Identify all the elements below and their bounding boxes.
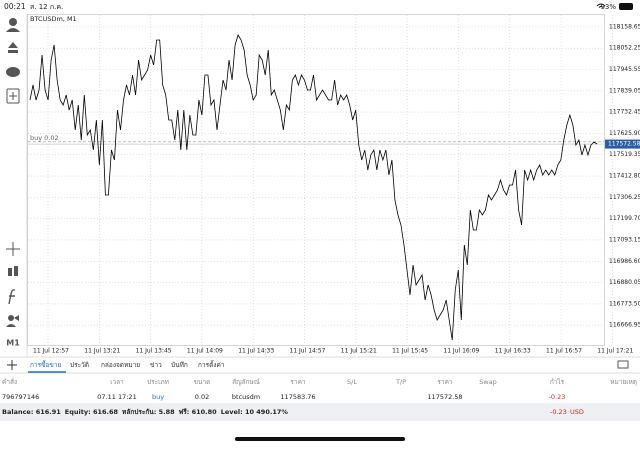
- candle-icon-2: [14, 266, 18, 276]
- y-tick-label: 117306.25: [609, 194, 640, 201]
- x-tick-label: 11 Jul 13:21: [84, 348, 120, 355]
- cell: 117583.76: [280, 393, 315, 401]
- y-tick-label: 118158.65: [609, 23, 640, 30]
- account-currency: USD: [570, 408, 584, 416]
- x-tick-label: 11 Jul 12:57: [33, 348, 69, 355]
- column-header: คำสั่ง: [2, 377, 17, 386]
- x-tick-label: 11 Jul 16:33: [495, 348, 531, 355]
- chat-icon[interactable]: [6, 67, 20, 77]
- tab[interactable]: กล่องจดหมาย: [101, 361, 140, 369]
- column-header: T/P: [395, 378, 406, 386]
- account-item: ฟรี: 610.80: [179, 408, 218, 416]
- y-tick-label: 116986.60: [609, 258, 640, 265]
- cell: buy: [152, 393, 164, 401]
- objects-icon[interactable]: [8, 315, 14, 321]
- account-item: Balance: 616.91: [2, 408, 61, 416]
- x-tick-label: 11 Jul 16:09: [443, 348, 479, 355]
- balance-bar: [0, 403, 640, 421]
- cell: -0.23: [549, 393, 566, 401]
- cell: 796797146: [2, 393, 39, 401]
- account-profit: -0.23: [550, 408, 567, 416]
- y-tick-label: 116773.50: [609, 300, 640, 307]
- column-header: เวลา: [110, 378, 124, 386]
- plot-frame: [27, 14, 605, 346]
- y-tick-label: 117412.80: [609, 173, 640, 180]
- column-header: ขนาด: [194, 378, 211, 386]
- tab[interactable]: ข่าว: [150, 361, 162, 369]
- x-tick-label: 11 Jul 14:33: [238, 348, 274, 355]
- x-tick-label: 11 Jul 14:57: [290, 348, 326, 355]
- y-tick-label: 117732.45: [609, 109, 640, 116]
- y-tick-label: 117199.70: [609, 215, 640, 222]
- account-icon[interactable]: [9, 18, 17, 26]
- cell: 117572.58: [427, 393, 462, 401]
- column-header: กำไร: [550, 378, 565, 386]
- y-tick-label: 116666.95: [609, 322, 640, 329]
- battery-icon: [619, 3, 633, 10]
- order-label: buy 0.02: [30, 134, 59, 142]
- objects-icon-2: [6, 315, 19, 327]
- indicator-icon[interactable]: [8, 289, 16, 305]
- tab[interactable]: การซื้อขาย: [30, 360, 61, 369]
- layout-icon[interactable]: [617, 360, 629, 369]
- trade-icon[interactable]: [8, 42, 18, 53]
- home-indicator: [235, 437, 405, 441]
- column-header: หมายเหตุ: [610, 378, 637, 386]
- cell: 0.02: [195, 393, 209, 401]
- account-item: Level: 10 490.17%: [221, 408, 289, 416]
- price-tag: [605, 139, 640, 149]
- wifi-icon: [596, 3, 606, 8]
- battery-text: 93%: [600, 3, 616, 11]
- tab[interactable]: ประวัติ: [70, 361, 89, 369]
- tab[interactable]: บันทึก: [171, 361, 188, 369]
- crosshair-icon[interactable]: [6, 242, 20, 256]
- account-item: หลักประกัน: 5.88: [122, 408, 175, 416]
- date: ส. 12 ก.ค.: [30, 3, 63, 11]
- add-tab[interactable]: [7, 360, 17, 370]
- column-header: ประเภท: [147, 378, 169, 386]
- clock: 00:21: [4, 2, 26, 11]
- tab[interactable]: การตั้งค่า: [198, 360, 225, 369]
- toolbar: [6, 18, 20, 327]
- price-line-series: [29, 34, 598, 341]
- x-tick-label: 11 Jul 16:57: [546, 348, 582, 355]
- column-header: S/L: [347, 378, 357, 386]
- y-tick-label: 117625.90: [609, 130, 640, 137]
- x-tick-label: 11 Jul 13:45: [136, 348, 172, 355]
- column-header: ราคา: [290, 378, 305, 386]
- price-tag-label: 117572.58: [608, 141, 640, 148]
- x-tick-label: 11 Jul 15:45: [392, 348, 428, 355]
- column-header: สัญลักษณ์: [232, 378, 260, 386]
- cell: btcusdm: [232, 393, 260, 401]
- x-tick-label: 11 Jul 15:21: [341, 348, 377, 355]
- candle-icon[interactable]: [8, 268, 12, 276]
- timeframe-button[interactable]: M1: [6, 339, 20, 348]
- chart-title: BTCUSDm, M1: [30, 15, 77, 23]
- y-tick-label: 117945.55: [609, 66, 640, 73]
- cell: 07.11 17:21: [97, 393, 136, 401]
- add-icon-plus: [9, 92, 17, 100]
- x-tick-label: 11 Jul 14:09: [187, 348, 223, 355]
- add-icon[interactable]: [6, 88, 20, 104]
- account-item: Equity: 616.68: [65, 408, 119, 416]
- y-tick-label: 118052.25: [609, 45, 640, 52]
- x-tick-label: 11 Jul 17:21: [597, 348, 633, 355]
- account-icon-body: [6, 28, 20, 32]
- column-header: ราคา: [437, 378, 452, 386]
- column-header: Swap: [479, 378, 497, 386]
- y-tick-label: 117839.05: [609, 87, 640, 94]
- y-tick-label: 117519.35: [609, 151, 640, 158]
- y-tick-label: 117093.15: [609, 236, 640, 243]
- y-tick-label: 116880.05: [609, 279, 640, 286]
